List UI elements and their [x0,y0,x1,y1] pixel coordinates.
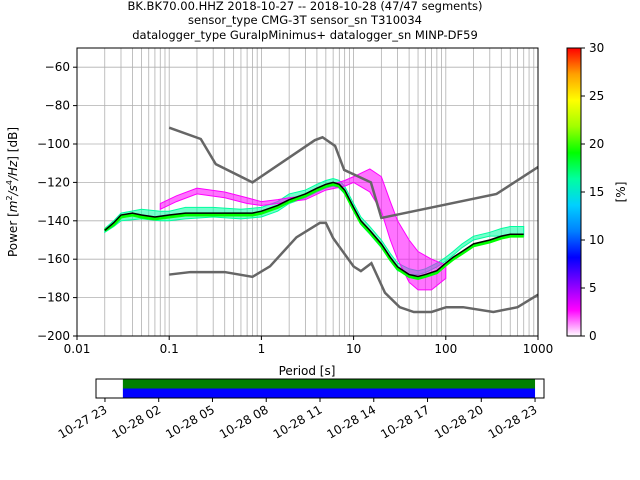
timeline-tick-label: 10-28 14 [325,402,379,441]
timeline-tick-label: 10-28 23 [486,402,540,441]
plot-frame [76,47,539,337]
timeline-tick-label: 10-28 17 [378,402,432,441]
colorbar: 0 5 10 15 20 25 30 [%] [566,41,628,343]
y-tick-label: −60 [45,60,70,74]
timeline-ticks: 10-27 23 10-28 02 10-28 05 10-28 08 10-28 11… [56,398,540,442]
colorbar-gradient [566,47,582,337]
chart-title-line3: datalogger_type GuralpMinimus+ datalogge… [132,28,478,42]
colorbar-tick-label: 5 [589,281,597,295]
y-axis-label: Power [m2/s4/Hz] [dB] [5,127,20,257]
noise-models [168,126,539,314]
main-plot-area: 0.01 0.1 1 10 100 1000 −60 −80 −100 −120 −140 −160… [5,47,554,378]
y-tick-label: −180 [37,291,70,305]
timeline-coverage-lower [122,388,536,398]
colorbar-label: [%] [614,182,628,203]
colorbar-ticks: 0 5 10 15 20 25 30 [581,41,604,343]
density-band [159,168,447,291]
chart-title-line2: sensor_type CMG-3T sensor_sn T310034 [188,13,422,27]
y-axis-label-part: 2 [5,195,14,200]
y-axis-label-part: ] [dB] [6,127,20,161]
timeline-tick-label: 10-28 08 [217,402,271,441]
y-tick-label: −140 [37,214,70,228]
y-tick-label: −160 [37,252,70,266]
colorbar-tick-label: 30 [589,41,604,55]
x-tick-label: 1000 [523,342,554,356]
chart-title-line1: BK.BK70.00.HHZ 2018-10-27 -- 2018-10-28 … [127,0,482,13]
timeline-tick-label: 10-27 23 [56,402,110,441]
noise-model-high [168,126,539,220]
y-tick-label: −120 [37,175,70,189]
timeline-tick-label: 10-28 11 [271,402,325,441]
colorbar-tick-label: 25 [589,89,604,103]
x-tick-label: 0.01 [64,342,91,356]
timeline-coverage-upper [122,379,536,389]
x-axis-label: Period [s] [279,364,336,378]
x-tick-label: 100 [434,342,457,356]
statistic-curves [103,181,524,280]
timeline-tick-label: 10-28 20 [432,402,486,441]
y-axis-label-part: /Hz [6,160,20,181]
x-tick-label: 0.1 [160,342,179,356]
mode-curve [103,182,524,280]
y-axis-label-part: Power [ [6,212,20,257]
y-axis-label-part: /s [6,185,20,196]
mean-curve [104,181,524,278]
y-axis-label-part: 4 [5,180,14,185]
coverage-timeline: 10-27 23 10-28 02 10-28 05 10-28 08 10-28 11… [56,378,545,442]
colorbar-tick-label: 20 [589,137,604,151]
noise-model-low [169,221,539,314]
timeline-tick-label: 10-28 05 [163,402,217,441]
y-axis-label-part: m [6,201,20,213]
y-axis-ticks: −60 −80 −100 −120 −140 −160 −180 −200 [37,60,77,343]
x-tick-label: 10 [346,342,361,356]
x-tick-label: 1 [258,342,266,356]
x-axis-ticks: 0.01 0.1 1 10 100 1000 [64,336,554,356]
y-tick-label: −200 [37,329,70,343]
timeline-tick-label: 10-28 02 [109,402,163,441]
y-tick-label: −100 [37,137,70,151]
colorbar-tick-label: 0 [589,329,597,343]
colorbar-tick-label: 15 [589,185,604,199]
colorbar-tick-label: 10 [589,233,604,247]
y-tick-label: −80 [45,99,70,113]
